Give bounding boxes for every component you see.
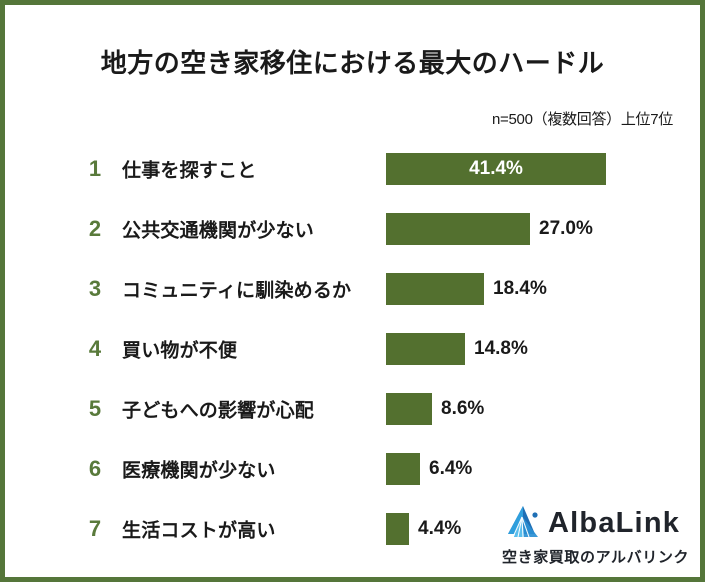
bar-area: 8.6% (386, 393, 484, 425)
ranking-row: 7 生活コストが高い 4.4% (5, 499, 700, 559)
bar-value-label: 14.8% (474, 338, 528, 359)
value-bar (386, 333, 465, 365)
bar-area: 41.4% (386, 153, 606, 185)
logo-top-line: AlbaLink (502, 502, 692, 544)
value-bar: 41.4% (386, 153, 606, 185)
category-label: 子どもへの影響が心配 (122, 400, 315, 422)
value-bar (386, 213, 530, 245)
ranking-row: 2 公共交通機関が少ない 27.0% (5, 199, 700, 259)
category-label: 公共交通機関が少ない (122, 220, 315, 242)
bar-area: 14.8% (386, 333, 528, 365)
bar-value-label: 27.0% (539, 218, 593, 239)
rank-number: 7 (88, 516, 102, 541)
ranking-row: 4 買い物が不便 14.8% (5, 319, 700, 379)
value-bar (386, 273, 484, 305)
rank-number: 2 (88, 216, 102, 241)
category-label: 仕事を探すこと (122, 160, 257, 182)
rank-number: 6 (88, 456, 102, 481)
rank-number: 5 (88, 396, 102, 421)
ranking-row: 3 コミュニティに馴染めるか 18.4% (5, 259, 700, 319)
ranking-rows: 1 仕事を探すこと 41.4% 2 公共交通機関が少ない 27.0% 3 コミュニティに馴染め… (5, 139, 700, 559)
ranking-row: 1 仕事を探すこと 41.4% (5, 139, 700, 199)
value-bar (386, 513, 409, 545)
bar-area: 4.4% (386, 513, 461, 545)
rank-number: 3 (88, 276, 102, 301)
category-label: 買い物が不便 (122, 340, 238, 362)
chart-title: 地方の空き家移住における最大のハードル (100, 48, 605, 78)
logo-wordmark: AlbaLink (548, 506, 681, 539)
bar-value-label: 18.4% (493, 278, 547, 299)
chart-subtitle-sample-size: n=500（複数回答）上位7位 (492, 111, 673, 128)
ranking-row: 5 子どもへの影響が心配 8.6% (5, 379, 700, 439)
bar-value-label: 4.4% (418, 518, 462, 539)
bar-area: 18.4% (386, 273, 547, 305)
bar-area: 6.4% (386, 453, 472, 485)
category-label: 医療機関が少ない (122, 460, 276, 482)
infographic-inner: 地方の空き家移住における最大のハードル n=500（複数回答）上位7位 1 仕事を… (5, 5, 700, 577)
bar-area: 27.0% (386, 213, 593, 245)
logo-tagline: 空き家買取のアルバリンク (502, 549, 690, 566)
ranking-row: 6 医療機関が少ない 6.4% (5, 439, 700, 499)
rank-number: 4 (88, 336, 102, 361)
bar-value-label: 6.4% (429, 458, 473, 479)
category-label: 生活コストが高い (122, 520, 276, 542)
albalink-logo: AlbaLink 空き家買取のアルバリンク (502, 502, 692, 572)
albalink-mountain-mark (508, 506, 538, 538)
value-bar (386, 393, 432, 425)
bar-value-label: 41.4% (469, 158, 523, 179)
bar-value-label: 8.6% (441, 398, 485, 419)
rank-number: 1 (88, 156, 102, 181)
value-bar (386, 453, 420, 485)
category-label: コミュニティに馴染めるか (122, 280, 352, 302)
